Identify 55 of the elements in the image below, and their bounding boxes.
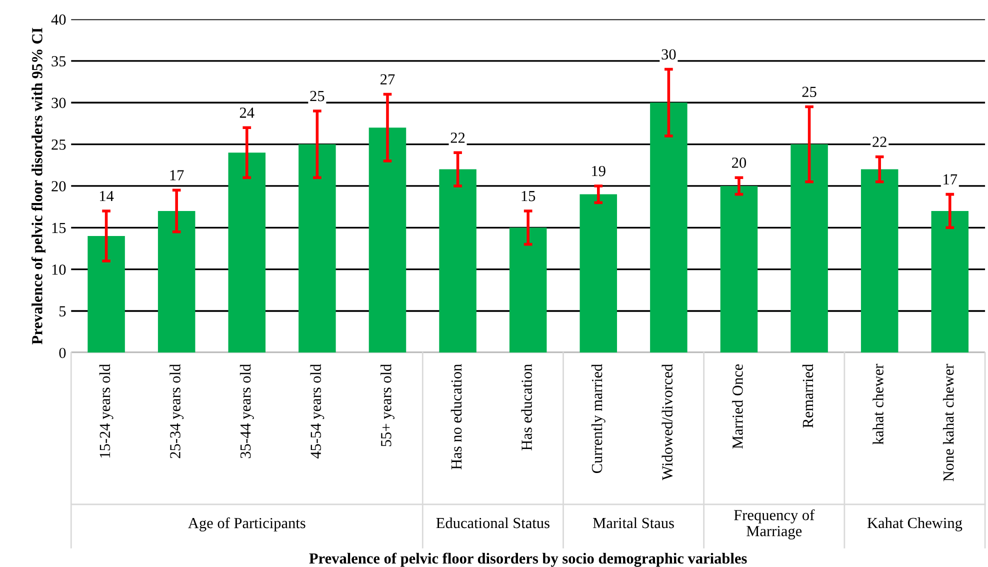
y-tick-label: 35 <box>52 56 66 66</box>
bar <box>580 194 618 353</box>
bar <box>439 169 476 353</box>
text: Marital Staus <box>593 517 674 528</box>
y-tick-label: 30 <box>52 98 66 108</box>
bar <box>228 152 266 353</box>
data-label: 27 <box>380 74 395 84</box>
x-tick-label: Widowed/divorced <box>662 364 673 480</box>
x-tick-label: Remarried <box>802 364 814 428</box>
y-tick-label: 10 <box>52 264 66 275</box>
x-tick-label: None kahat chewer <box>942 364 954 482</box>
bar <box>650 102 688 353</box>
x-tick-label: 35-44 years old <box>240 364 254 458</box>
data-label: 25 <box>802 86 816 98</box>
x-tick-label: 45-54 years old <box>310 364 324 459</box>
x-tick-label: Currently married <box>591 364 606 474</box>
x-tick-label: 25-34 years old <box>170 364 184 458</box>
bar <box>368 128 406 353</box>
x-tick-label: Has no education <box>450 364 462 470</box>
text: Kahat Chewing <box>867 517 962 532</box>
y-tick-label: 20 <box>52 181 66 192</box>
data-label: 30 <box>662 49 676 60</box>
bar <box>790 144 828 353</box>
x-tick-label: 15-24 years old <box>99 364 114 458</box>
text: Age of Participants <box>188 517 306 532</box>
data-label: 17 <box>170 170 184 180</box>
y-tick-label: 5 <box>60 306 66 316</box>
data-label: 15 <box>522 190 536 202</box>
y-tick-label: 15 <box>52 222 66 234</box>
data-label: 22 <box>450 132 465 143</box>
y-tick-label: 40 <box>51 14 66 25</box>
x-tick-label: 55+ years old <box>380 364 394 446</box>
data-label: 17 <box>944 174 958 184</box>
x-tick-label: Has education <box>521 364 532 450</box>
bar <box>509 228 547 353</box>
bar <box>931 210 969 353</box>
x-tick-label: kahat chewer <box>872 364 884 445</box>
y-axis-title: Prevalence of pelvic floor disorders with 95% CI <box>31 28 46 344</box>
data-label: 22 <box>872 136 886 147</box>
data-label: 24 <box>240 108 254 118</box>
bar <box>860 169 898 353</box>
bar <box>158 210 196 353</box>
bar <box>720 186 758 353</box>
x-axis-title: Prevalence of pelvic floor disorders by socio demographic variables <box>309 552 747 567</box>
data-label: 14 <box>100 190 114 202</box>
data-label: 19 <box>592 166 606 176</box>
y-tick-label: 25 <box>52 139 66 150</box>
bar <box>298 144 336 353</box>
data-label: 25 <box>310 90 324 102</box>
text: Educational Status <box>436 517 550 528</box>
data-label: 20 <box>732 158 746 168</box>
bar <box>88 236 125 353</box>
text: Frequency of Marriage <box>734 509 815 540</box>
y-tick-label: 0 <box>59 348 66 358</box>
x-tick-label: Married Once <box>732 364 743 449</box>
